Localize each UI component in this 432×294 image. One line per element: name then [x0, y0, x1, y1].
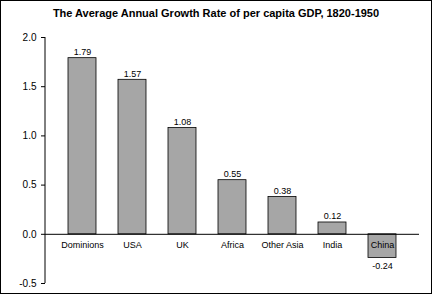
svg-text:-0.5: -0.5 — [19, 278, 37, 289]
svg-text:-0.24: -0.24 — [372, 261, 393, 271]
html-text:The Average Annual Growth Rate: The Average Annual Growth Rate of per ca… — [52, 7, 380, 19]
svg-text:USA: USA — [123, 240, 142, 250]
svg-text:1.0: 1.0 — [23, 130, 37, 141]
svg-text:0.12: 0.12 — [324, 211, 342, 221]
svg-text:0.38: 0.38 — [274, 186, 292, 196]
svg-text:0.55: 0.55 — [224, 169, 242, 179]
svg-text:0.5: 0.5 — [23, 179, 37, 190]
svg-text:China: China — [371, 240, 395, 250]
svg-text:1.08: 1.08 — [174, 117, 192, 127]
svg-text:Africa: Africa — [221, 240, 244, 250]
svg-text:1.57: 1.57 — [124, 69, 142, 79]
svg-text:UK: UK — [176, 240, 189, 250]
svg-text:Dominions: Dominions — [61, 240, 104, 250]
svg-text:1.5: 1.5 — [23, 81, 37, 92]
svg-text:0.0: 0.0 — [23, 229, 37, 240]
svg-text:India: India — [323, 240, 343, 250]
svg-text:1.79: 1.79 — [74, 47, 92, 57]
svg-text:Other Asia: Other Asia — [261, 240, 303, 250]
svg-text:2.0: 2.0 — [23, 32, 37, 43]
